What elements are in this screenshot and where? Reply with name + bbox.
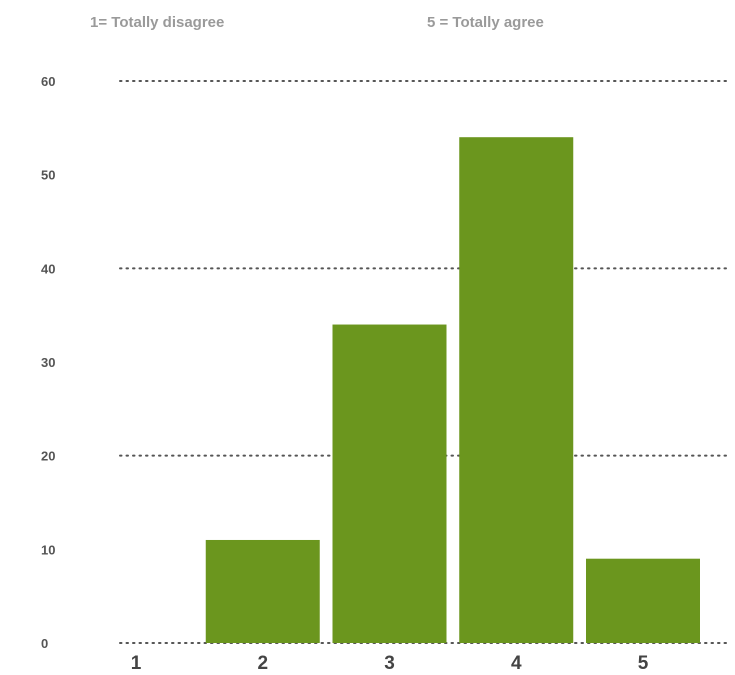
x-tick-label: 1 [131, 653, 142, 674]
bar-4 [459, 137, 574, 643]
bar-5 [586, 558, 700, 643]
y-tick-label: 20 [41, 449, 55, 464]
x-tick-label: 2 [257, 653, 268, 674]
x-tick-label: 3 [384, 653, 395, 674]
bar-3 [332, 324, 447, 643]
y-axis-ticks: 0 10 20 30 40 50 60 [41, 74, 55, 651]
scale-note-disagree: 1= Totally disagree [90, 14, 225, 31]
x-tick-label: 5 [638, 653, 649, 674]
y-tick-label: 60 [41, 74, 55, 89]
y-tick-label: 50 [41, 168, 55, 183]
y-tick-label: 30 [41, 355, 55, 370]
x-tick-label: 4 [511, 653, 522, 674]
x-axis-ticks: 1 2 3 4 5 [131, 653, 649, 674]
scale-note-agree: 5 = Totally agree [427, 14, 544, 31]
bar-2 [205, 539, 320, 643]
y-tick-label: 40 [41, 261, 55, 276]
y-tick-label: 0 [41, 636, 48, 651]
bars [205, 137, 700, 643]
y-tick-label: 10 [41, 542, 55, 557]
